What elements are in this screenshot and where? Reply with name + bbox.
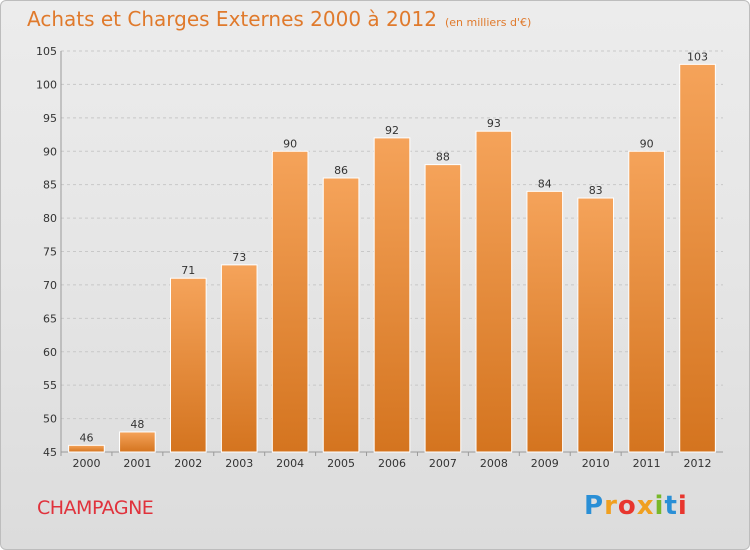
y-tick-label: 60 (43, 346, 57, 359)
x-tick-label: 2000 (72, 457, 100, 470)
y-tick-label: 85 (43, 179, 57, 192)
bar (68, 444, 105, 453)
chart-title: Achats et Charges Externes 2000 à 2012 (e… (27, 7, 531, 31)
y-tick-label: 65 (43, 312, 57, 325)
bar-value-label: 84 (538, 177, 552, 190)
bar (679, 63, 716, 453)
bar (577, 197, 615, 453)
y-tick-label: 75 (43, 246, 57, 259)
y-tick-label: 80 (43, 212, 57, 225)
chart-subtitle: (en milliers d'€) (444, 16, 532, 29)
y-tick-label: 100 (36, 78, 57, 91)
bar-value-label: 93 (487, 117, 501, 130)
bar-value-label: 90 (640, 137, 654, 150)
commune-name: CHAMPAGNE (37, 497, 154, 519)
bar (119, 431, 156, 453)
bar-value-label: 103 (687, 50, 708, 63)
y-tick-label: 45 (43, 446, 57, 459)
logo-letter: P (584, 491, 605, 521)
bar (424, 164, 462, 453)
x-tick-label: 2006 (378, 457, 406, 470)
logo-letter: x (636, 491, 655, 521)
logo-letter: o (617, 491, 637, 521)
bar-value-label: 73 (232, 251, 246, 264)
bar-value-label: 86 (334, 164, 348, 177)
x-tick-label: 2012 (684, 457, 712, 470)
x-tick-label: 2009 (531, 457, 559, 470)
chart-title-text: Achats et Charges Externes 2000 à 2012 (27, 7, 437, 31)
bar-value-label: 92 (385, 124, 399, 137)
bar (475, 130, 513, 453)
bar (526, 190, 564, 453)
y-tick-label: 105 (36, 45, 57, 58)
x-tick-label: 2011 (633, 457, 661, 470)
logo-letter: i (654, 491, 665, 521)
bar (169, 277, 207, 453)
logo-letter: i (677, 491, 688, 521)
bar (373, 137, 411, 453)
y-tick-label: 90 (43, 145, 57, 158)
x-tick-label: 2001 (123, 457, 151, 470)
y-tick-label: 55 (43, 379, 57, 392)
x-tick-label: 2002 (174, 457, 202, 470)
bar (271, 150, 309, 453)
x-tick-label: 2004 (276, 457, 304, 470)
x-tick-label: 2008 (480, 457, 508, 470)
bar-value-label: 90 (283, 137, 297, 150)
logo-letter: r (604, 491, 618, 521)
bar-value-label: 88 (436, 151, 450, 164)
x-tick-label: 2010 (582, 457, 610, 470)
y-tick-label: 50 (43, 413, 57, 426)
bar (628, 150, 665, 453)
x-tick-label: 2003 (225, 457, 253, 470)
bar-value-label: 83 (589, 184, 603, 197)
logo-letter: t (664, 491, 678, 521)
bar (220, 264, 258, 453)
y-tick-label: 95 (43, 112, 57, 125)
proxiti-logo: Proxiti (584, 491, 688, 521)
x-tick-label: 2005 (327, 457, 355, 470)
y-tick-label: 70 (43, 279, 57, 292)
bar (322, 177, 360, 453)
bar-value-label: 48 (130, 418, 144, 431)
x-tick-label: 2007 (429, 457, 457, 470)
bar-value-label: 71 (181, 264, 195, 277)
bar-value-label: 46 (79, 431, 93, 444)
